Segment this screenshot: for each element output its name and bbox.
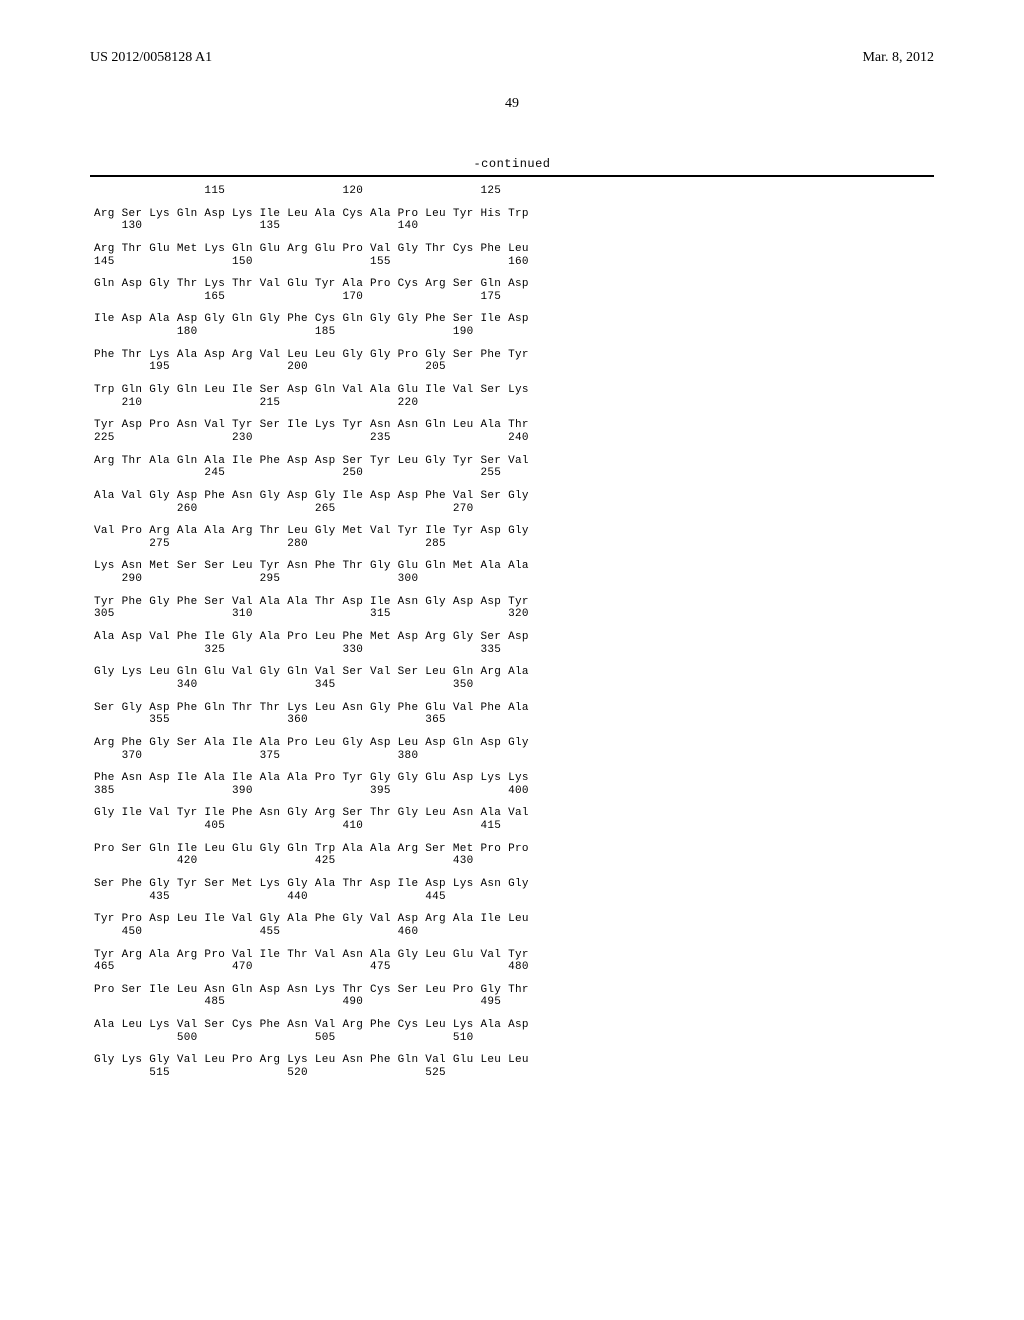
position-number-line: 180 185 190 [94,326,934,339]
page-header: US 2012/0058128 A1 Mar. 8, 2012 [90,50,934,66]
amino-acid-line: 115 120 125 [94,185,934,198]
sequence-row: Arg Thr Ala Gln Ala Ile Phe Asp Asp Ser … [94,455,934,480]
amino-acid-line: Arg Ser Lys Gln Asp Lys Ile Leu Ala Cys … [94,208,934,221]
position-number-line: 515 520 525 [94,1067,934,1080]
amino-acid-line: Pro Ser Gln Ile Leu Glu Gly Gln Trp Ala … [94,843,934,856]
amino-acid-line: Tyr Pro Asp Leu Ile Val Gly Ala Phe Gly … [94,913,934,926]
amino-acid-line: Arg Thr Ala Gln Ala Ile Phe Asp Asp Ser … [94,455,934,468]
amino-acid-line: Gly Lys Gly Val Leu Pro Arg Lys Leu Asn … [94,1054,934,1067]
position-number-line: 435 440 445 [94,891,934,904]
position-number-line: 290 295 300 [94,573,934,586]
amino-acid-line: Ser Gly Asp Phe Gln Thr Thr Lys Leu Asn … [94,702,934,715]
position-number-line: 355 360 365 [94,714,934,727]
amino-acid-line: Ser Phe Gly Tyr Ser Met Lys Gly Ala Thr … [94,878,934,891]
sequence-row: Lys Asn Met Ser Ser Leu Tyr Asn Phe Thr … [94,560,934,585]
sequence-row: Val Pro Arg Ala Ala Arg Thr Leu Gly Met … [94,525,934,550]
amino-acid-line: Tyr Asp Pro Asn Val Tyr Ser Ile Lys Tyr … [94,419,934,432]
sequence-row: Ser Gly Asp Phe Gln Thr Thr Lys Leu Asn … [94,702,934,727]
sequence-row: Gln Asp Gly Thr Lys Thr Val Glu Tyr Ala … [94,278,934,303]
position-number-line: 450 455 460 [94,926,934,939]
doc-number: US 2012/0058128 A1 [90,50,212,66]
amino-acid-line: Gly Ile Val Tyr Ile Phe Asn Gly Arg Ser … [94,807,934,820]
sequence-row: Trp Gln Gly Gln Leu Ile Ser Asp Gln Val … [94,384,934,409]
sequence-row: Ala Val Gly Asp Phe Asn Gly Asp Gly Ile … [94,490,934,515]
amino-acid-line: Arg Phe Gly Ser Ala Ile Ala Pro Leu Gly … [94,737,934,750]
position-number-line: 245 250 255 [94,467,934,480]
position-number-line: 465 470 475 480 [94,961,934,974]
position-number-line: 195 200 205 [94,361,934,374]
amino-acid-line: Tyr Phe Gly Phe Ser Val Ala Ala Thr Asp … [94,596,934,609]
position-number-line: 165 170 175 [94,291,934,304]
position-number-line: 485 490 495 [94,996,934,1009]
position-number-line: 275 280 285 [94,538,934,551]
sequence-row: Ile Asp Ala Asp Gly Gln Gly Phe Cys Gln … [94,313,934,338]
sequence-row: Ser Phe Gly Tyr Ser Met Lys Gly Ala Thr … [94,878,934,903]
sequence-row: Phe Thr Lys Ala Asp Arg Val Leu Leu Gly … [94,349,934,374]
amino-acid-line: Val Pro Arg Ala Ala Arg Thr Leu Gly Met … [94,525,934,538]
position-number-line: 420 425 430 [94,855,934,868]
sequence-row: Tyr Arg Ala Arg Pro Val Ile Thr Val Asn … [94,949,934,974]
sequence-row: Arg Ser Lys Gln Asp Lys Ile Leu Ala Cys … [94,208,934,233]
position-number-line: 145 150 155 160 [94,256,934,269]
position-number-line: 260 265 270 [94,503,934,516]
sequence-row: Ala Leu Lys Val Ser Cys Phe Asn Val Arg … [94,1019,934,1044]
position-number-line: 405 410 415 [94,820,934,833]
doc-date: Mar. 8, 2012 [862,50,934,66]
amino-acid-line: Tyr Arg Ala Arg Pro Val Ile Thr Val Asn … [94,949,934,962]
continued-label: -continued [90,157,934,171]
position-number-line: 370 375 380 [94,750,934,763]
page-container: US 2012/0058128 A1 Mar. 8, 2012 49 -cont… [0,0,1024,1320]
position-number-line: 325 330 335 [94,644,934,657]
position-number-line: 500 505 510 [94,1032,934,1045]
amino-acid-line: Pro Ser Ile Leu Asn Gln Asp Asn Lys Thr … [94,984,934,997]
sequence-row: Gly Ile Val Tyr Ile Phe Asn Gly Arg Ser … [94,807,934,832]
sequence-row: Gly Lys Leu Gln Glu Val Gly Gln Val Ser … [94,666,934,691]
sequence-row: Ala Asp Val Phe Ile Gly Ala Pro Leu Phe … [94,631,934,656]
position-number-line: 385 390 395 400 [94,785,934,798]
position-number-line: 130 135 140 [94,220,934,233]
position-number-line: 225 230 235 240 [94,432,934,445]
sequence-row: Arg Thr Glu Met Lys Gln Glu Arg Glu Pro … [94,243,934,268]
amino-acid-line: Gly Lys Leu Gln Glu Val Gly Gln Val Ser … [94,666,934,679]
sequence-row: Tyr Phe Gly Phe Ser Val Ala Ala Thr Asp … [94,596,934,621]
sequence-row: Arg Phe Gly Ser Ala Ile Ala Pro Leu Gly … [94,737,934,762]
position-number-line: 210 215 220 [94,397,934,410]
amino-acid-line: Gln Asp Gly Thr Lys Thr Val Glu Tyr Ala … [94,278,934,291]
position-number-line: 305 310 315 320 [94,608,934,621]
amino-acid-line: Ala Val Gly Asp Phe Asn Gly Asp Gly Ile … [94,490,934,503]
sequence-row: Tyr Asp Pro Asn Val Tyr Ser Ile Lys Tyr … [94,419,934,444]
sequence-row: Pro Ser Gln Ile Leu Glu Gly Gln Trp Ala … [94,843,934,868]
sequence-row: Tyr Pro Asp Leu Ile Val Gly Ala Phe Gly … [94,913,934,938]
sequence-listing: 115 120 125 Arg Ser Lys Gln Asp Lys Ile L… [94,185,934,1080]
amino-acid-line: Ala Asp Val Phe Ile Gly Ala Pro Leu Phe … [94,631,934,644]
amino-acid-line: Phe Asn Asp Ile Ala Ile Ala Ala Pro Tyr … [94,772,934,785]
horizontal-rule [90,175,934,177]
amino-acid-line: Ile Asp Ala Asp Gly Gln Gly Phe Cys Gln … [94,313,934,326]
amino-acid-line: Lys Asn Met Ser Ser Leu Tyr Asn Phe Thr … [94,560,934,573]
sequence-row: 115 120 125 [94,185,934,198]
sequence-row: Gly Lys Gly Val Leu Pro Arg Lys Leu Asn … [94,1054,934,1079]
sequence-row: Pro Ser Ile Leu Asn Gln Asp Asn Lys Thr … [94,984,934,1009]
amino-acid-line: Ala Leu Lys Val Ser Cys Phe Asn Val Arg … [94,1019,934,1032]
position-number-line: 340 345 350 [94,679,934,692]
sequence-row: Phe Asn Asp Ile Ala Ile Ala Ala Pro Tyr … [94,772,934,797]
page-number: 49 [90,96,934,112]
amino-acid-line: Phe Thr Lys Ala Asp Arg Val Leu Leu Gly … [94,349,934,362]
amino-acid-line: Trp Gln Gly Gln Leu Ile Ser Asp Gln Val … [94,384,934,397]
amino-acid-line: Arg Thr Glu Met Lys Gln Glu Arg Glu Pro … [94,243,934,256]
